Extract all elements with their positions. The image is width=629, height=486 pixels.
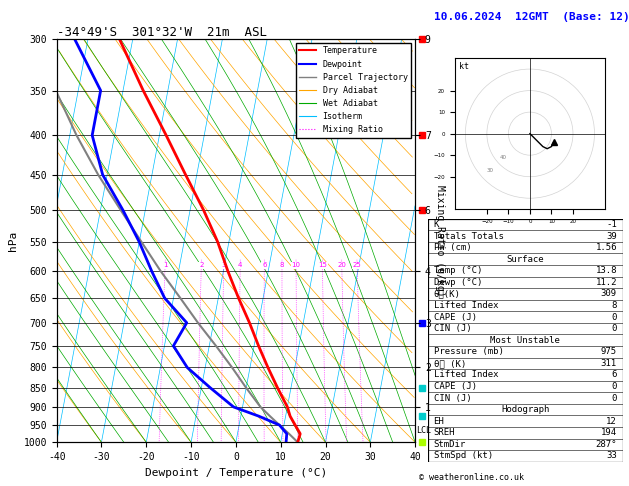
Text: CAPE (J): CAPE (J) (433, 382, 477, 391)
Text: PW (cm): PW (cm) (433, 243, 471, 252)
Text: Hodograph: Hodograph (501, 405, 549, 414)
Text: 39: 39 (606, 231, 617, 241)
X-axis label: Dewpoint / Temperature (°C): Dewpoint / Temperature (°C) (145, 468, 327, 478)
Text: Totals Totals: Totals Totals (433, 231, 503, 241)
Text: K: K (433, 220, 439, 229)
Text: 6: 6 (611, 370, 617, 380)
Text: 8: 8 (611, 301, 617, 310)
Text: kt: kt (459, 62, 469, 71)
Text: StmDir: StmDir (433, 440, 466, 449)
Text: 25: 25 (353, 262, 362, 268)
Text: 0: 0 (611, 324, 617, 333)
Text: CAPE (J): CAPE (J) (433, 312, 477, 322)
Text: 10: 10 (292, 262, 301, 268)
Text: 15: 15 (318, 262, 327, 268)
Text: 8: 8 (280, 262, 284, 268)
Text: 40: 40 (500, 156, 507, 160)
Text: Most Unstable: Most Unstable (490, 336, 560, 345)
Text: Dewp (°C): Dewp (°C) (433, 278, 482, 287)
Text: θᴄ (K): θᴄ (K) (433, 359, 466, 368)
Text: 12: 12 (606, 417, 617, 426)
Text: 6: 6 (262, 262, 267, 268)
Text: -1: -1 (606, 220, 617, 229)
Y-axis label: hPa: hPa (8, 230, 18, 251)
Text: 4: 4 (238, 262, 242, 268)
Text: LCL: LCL (416, 426, 431, 435)
Text: θᴄ(K): θᴄ(K) (433, 290, 460, 298)
Text: 309: 309 (601, 290, 617, 298)
Text: Surface: Surface (506, 255, 544, 264)
Text: Lifted Index: Lifted Index (433, 301, 498, 310)
Text: Pressure (mb): Pressure (mb) (433, 347, 503, 356)
Text: 11.2: 11.2 (596, 278, 617, 287)
Text: CIN (J): CIN (J) (433, 324, 471, 333)
Text: 10.06.2024  12GMT  (Base: 12): 10.06.2024 12GMT (Base: 12) (434, 12, 629, 22)
Text: 13.8: 13.8 (596, 266, 617, 275)
Text: -34°49'S  301°32'W  21m  ASL: -34°49'S 301°32'W 21m ASL (57, 26, 267, 39)
Text: 194: 194 (601, 428, 617, 437)
Text: © weatheronline.co.uk: © weatheronline.co.uk (420, 473, 524, 482)
Text: 287°: 287° (596, 440, 617, 449)
Legend: Temperature, Dewpoint, Parcel Trajectory, Dry Adiabat, Wet Adiabat, Isotherm, Mi: Temperature, Dewpoint, Parcel Trajectory… (296, 43, 411, 138)
Text: 0: 0 (611, 382, 617, 391)
Text: 33: 33 (606, 451, 617, 460)
Text: StmSpd (kt): StmSpd (kt) (433, 451, 493, 460)
Y-axis label: Mixing Ratio (g/kg): Mixing Ratio (g/kg) (435, 185, 445, 296)
Text: 3: 3 (221, 262, 226, 268)
Text: 0: 0 (611, 312, 617, 322)
Text: 311: 311 (601, 359, 617, 368)
Text: 30: 30 (487, 168, 494, 174)
Text: 20: 20 (337, 262, 346, 268)
Text: Temp (°C): Temp (°C) (433, 266, 482, 275)
Text: 0: 0 (611, 394, 617, 402)
Text: EH: EH (433, 417, 444, 426)
Text: 2: 2 (199, 262, 204, 268)
Text: CIN (J): CIN (J) (433, 394, 471, 402)
Text: SREH: SREH (433, 428, 455, 437)
Text: 1.56: 1.56 (596, 243, 617, 252)
Text: 975: 975 (601, 347, 617, 356)
Text: 1: 1 (163, 262, 167, 268)
Text: Lifted Index: Lifted Index (433, 370, 498, 380)
